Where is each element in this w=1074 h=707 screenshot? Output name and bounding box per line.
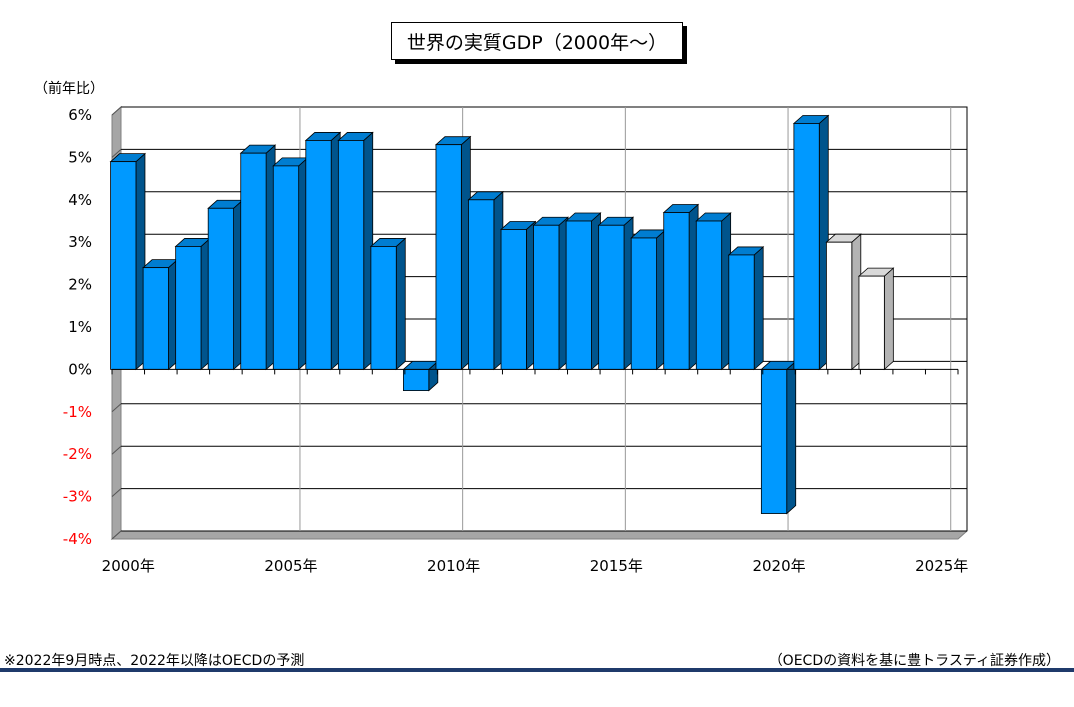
y-axis-label: （前年比）	[34, 81, 104, 97]
gridline-side	[111, 445, 122, 455]
bar	[533, 224, 560, 370]
bar	[630, 237, 657, 370]
bar	[175, 246, 202, 370]
y-tick-label: 4%	[68, 191, 92, 209]
x-tick-label: 2020年	[752, 557, 805, 575]
bar	[337, 140, 365, 370]
x-tick-label: 2000年	[102, 557, 155, 575]
bar	[793, 123, 820, 370]
bar	[435, 144, 462, 370]
bar-side	[883, 267, 894, 371]
y-tick-label: -1%	[63, 403, 92, 421]
y-tick-label: 2%	[68, 276, 92, 294]
bar	[468, 199, 495, 370]
x-tick-label: 2025年	[915, 557, 968, 575]
bar	[207, 207, 234, 370]
forecast-bar	[858, 275, 885, 370]
y-tick-label: 3%	[68, 233, 92, 251]
bar	[728, 254, 755, 370]
bar-side	[753, 246, 764, 371]
bar-side	[786, 360, 797, 515]
bar	[598, 224, 625, 370]
bar	[240, 152, 267, 370]
source-note: （OECDの資料を基に豊トラスティ証券作成）	[768, 653, 1060, 669]
bar	[110, 161, 137, 370]
footnote: ※2022年9月時点、2022年以降はOECDの予測	[4, 653, 305, 669]
bar	[695, 220, 723, 370]
bar	[370, 246, 397, 370]
y-tick-label: -4%	[63, 530, 92, 548]
x-tick-label: 2010年	[427, 557, 480, 575]
bottom-rule	[0, 668, 1074, 672]
bar	[663, 212, 690, 370]
gridline-side	[111, 149, 122, 158]
gridline-side	[111, 106, 122, 116]
y-tick-label: 0%	[68, 360, 92, 378]
bar	[403, 368, 430, 391]
forecast-bar	[826, 241, 853, 370]
gridline-side	[111, 488, 122, 497]
bar	[305, 140, 332, 370]
bar-chart: 6% 5% 4% 3% 2% 1% 0% -1% -2% -3% -4% 2000年 2005年 2010…	[63, 105, 969, 575]
bar	[272, 165, 300, 370]
y-tick-label: 5%	[68, 148, 92, 166]
chart-title: 世界の実質GDP（2000年～）	[391, 22, 683, 60]
bar	[760, 368, 788, 514]
y-tick-label: 6%	[68, 106, 92, 124]
gridline-side	[111, 403, 122, 413]
x-tick-label: 2015年	[590, 557, 643, 575]
gridline-side	[111, 530, 122, 540]
bar	[142, 267, 169, 370]
y-tick-label: -3%	[63, 488, 92, 506]
plot-floor	[110, 530, 969, 540]
bar	[500, 229, 527, 370]
y-tick-label: -2%	[63, 445, 92, 463]
y-tick-label: 1%	[68, 318, 92, 336]
bar	[565, 220, 592, 370]
bar-side	[395, 237, 406, 371]
x-tick-label: 2005年	[264, 557, 317, 575]
